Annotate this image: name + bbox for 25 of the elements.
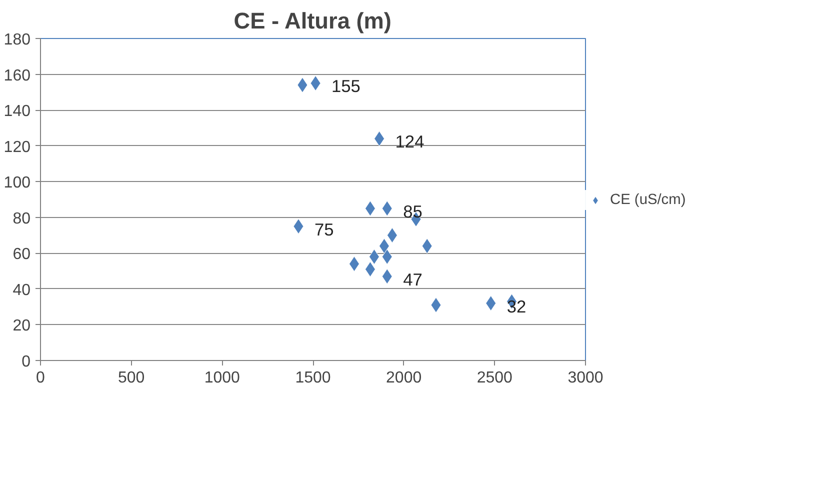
y-tick-label: 40: [12, 282, 31, 299]
data-label: 155: [332, 76, 360, 96]
x-tick-label: 2500: [476, 370, 513, 386]
x-tick-label: 0: [36, 370, 46, 386]
y-tick-label: 20: [12, 318, 31, 335]
y-tick-label: 180: [4, 32, 31, 48]
data-label: 75: [314, 219, 334, 240]
y-tick-label: 120: [4, 138, 31, 156]
x-tick-label: 2000: [386, 370, 422, 386]
chart-title: CE - Altura (m): [234, 8, 392, 34]
y-tick-label: 100: [4, 174, 31, 192]
y-tick-label: 160: [4, 67, 31, 84]
y-tick-label: 80: [12, 210, 31, 228]
x-tick-label: 1500: [295, 370, 331, 386]
legend-label: CE (uS/cm): [610, 192, 686, 208]
data-label: 47: [403, 269, 422, 290]
data-label: 85: [403, 201, 422, 222]
y-tick-label: 140: [4, 103, 31, 120]
x-tick-label: 500: [118, 370, 145, 386]
x-tick-label: 3000: [568, 370, 604, 386]
y-tick-label: 0: [22, 354, 31, 370]
y-tick-label: 60: [12, 246, 31, 264]
data-label: 124: [395, 132, 425, 152]
data-label: 32: [506, 296, 526, 316]
x-tick-label: 1000: [204, 370, 240, 386]
